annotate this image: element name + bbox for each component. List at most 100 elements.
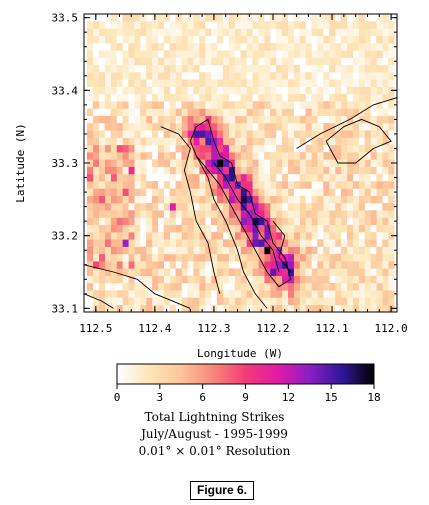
heatmap-cell	[128, 232, 135, 240]
heatmap-cell	[364, 253, 371, 262]
heatmap-cell	[151, 137, 159, 146]
heatmap-cell	[210, 144, 218, 153]
heatmap-cell	[340, 290, 348, 298]
heatmap-cell	[317, 144, 324, 153]
heatmap-cell	[240, 210, 247, 218]
heatmap-cell	[329, 181, 336, 189]
heatmap-cell	[334, 282, 342, 291]
heatmap-cell	[222, 101, 229, 109]
heatmap-cell	[187, 261, 194, 269]
heatmap-cell	[163, 108, 170, 117]
heatmap-cell	[157, 159, 165, 167]
heatmap-cell	[346, 86, 354, 95]
heatmap-cell	[311, 246, 318, 255]
heatmap-cell	[181, 217, 188, 226]
heatmap-cell	[317, 239, 324, 247]
heatmap-cell	[364, 35, 371, 44]
heatmap-cell	[228, 304, 235, 312]
heatmap-cell	[305, 50, 312, 58]
heatmap-cell	[104, 181, 111, 189]
heatmap-cell	[175, 210, 182, 218]
heatmap-cell	[382, 35, 389, 44]
heatmap-cell	[329, 290, 336, 298]
heatmap-cell	[346, 210, 354, 218]
heatmap-cell	[187, 224, 194, 233]
heatmap-cell	[329, 166, 336, 175]
heatmap-cell	[364, 57, 371, 66]
heatmap-cell	[228, 210, 235, 218]
heatmap-cell	[346, 28, 354, 37]
heatmap-cell	[104, 173, 111, 182]
heatmap-cell	[116, 28, 123, 37]
heatmap-cell	[146, 181, 153, 189]
heatmap-cell	[293, 290, 300, 298]
heatmap-cell	[222, 261, 229, 269]
heatmap-cell	[317, 123, 324, 131]
heatmap-cell	[92, 144, 100, 153]
heatmap-cell	[388, 144, 395, 153]
heatmap-cell	[146, 86, 153, 95]
heatmap-cell	[358, 28, 365, 37]
colorbar-tick-label: 3	[157, 391, 164, 404]
heatmap-cell	[340, 137, 348, 146]
heatmap-cell	[122, 14, 129, 22]
heatmap-cell	[128, 21, 135, 29]
heatmap-cell	[193, 188, 200, 197]
heatmap-cell	[122, 159, 129, 167]
heatmap-cell	[110, 181, 117, 189]
heatmap-cell	[205, 14, 212, 22]
heatmap-cell	[358, 166, 365, 175]
heatmap-cell	[370, 253, 377, 262]
heatmap-cell	[388, 224, 395, 233]
heatmap-cell	[388, 246, 395, 255]
heatmap-cell	[228, 14, 235, 22]
heatmap-cell	[346, 224, 354, 233]
heatmap-cell	[352, 166, 359, 175]
heatmap-cell	[252, 72, 259, 80]
heatmap-cell	[175, 14, 182, 22]
heatmap-cell	[175, 21, 182, 29]
heatmap-cell	[128, 239, 135, 247]
heatmap-cell	[240, 21, 247, 29]
heatmap-cell	[181, 152, 188, 160]
heatmap-cell	[175, 188, 182, 197]
heatmap-cell	[270, 152, 277, 160]
heatmap-cell	[299, 275, 306, 284]
heatmap-cell	[169, 43, 176, 51]
heatmap-cell	[240, 14, 247, 22]
heatmap-cell	[199, 28, 206, 37]
heatmap-cell	[169, 253, 176, 262]
heatmap-cell	[346, 50, 354, 58]
heatmap-cell	[323, 232, 330, 240]
heatmap-cell	[116, 297, 123, 306]
heatmap-cell	[340, 108, 348, 117]
heatmap-cell	[382, 210, 389, 218]
heatmap-cell	[163, 14, 170, 22]
heatmap-cell	[252, 21, 259, 29]
heatmap-cell	[228, 115, 235, 124]
heatmap-cell	[293, 152, 300, 160]
contour-line	[213, 162, 280, 273]
heatmap-cell	[234, 210, 241, 218]
heatmap-cell	[157, 14, 165, 22]
heatmap-cell	[281, 35, 289, 44]
heatmap-cell	[210, 57, 218, 66]
heatmap-cell	[146, 28, 153, 37]
heatmap-cell	[193, 224, 200, 233]
heatmap-cell	[128, 137, 135, 146]
heatmap-cell	[222, 28, 229, 37]
heatmap-cell	[246, 101, 253, 109]
heatmap-cell	[352, 268, 359, 276]
heatmap-cell	[240, 290, 247, 298]
heatmap-cell	[246, 14, 253, 22]
heatmap-cell	[210, 202, 218, 211]
heatmap-cell	[258, 275, 265, 284]
heatmap-cell	[323, 166, 330, 175]
heatmap-cell	[187, 14, 194, 22]
heatmap-cell	[110, 28, 117, 37]
heatmap-cell	[151, 297, 159, 306]
heatmap-cell	[157, 253, 165, 262]
heatmap-cell	[205, 159, 212, 167]
heatmap-cell	[252, 35, 259, 44]
